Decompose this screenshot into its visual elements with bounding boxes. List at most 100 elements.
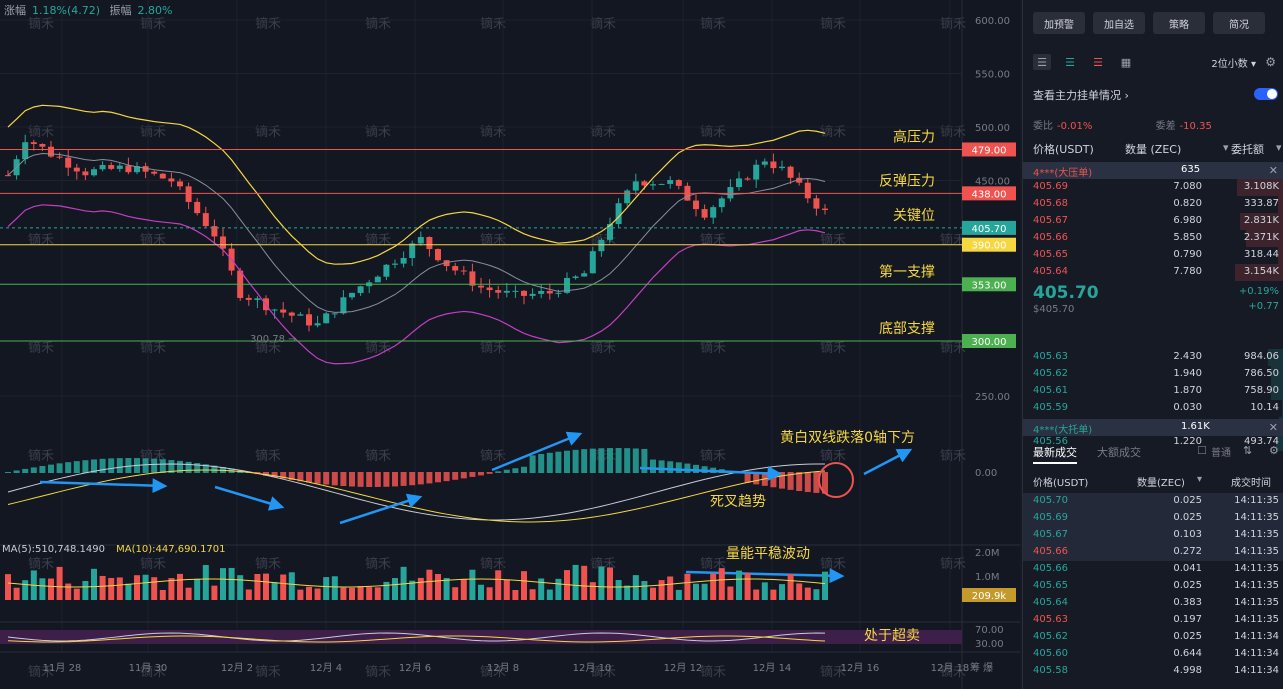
watermark-text: 镝禾 bbox=[255, 664, 281, 680]
price-tick-label: 0.00 bbox=[975, 468, 997, 479]
watermark-text: 镝禾 bbox=[820, 448, 846, 464]
gear-icon[interactable]: ⚙ bbox=[1265, 55, 1276, 69]
candle-body bbox=[615, 203, 622, 225]
bid-row[interactable]: 405.61 1.870 758.90 bbox=[1023, 383, 1283, 400]
trade-row[interactable]: 405.60 0.644 14:11:34 bbox=[1023, 646, 1283, 663]
watermark-text: 镝禾 bbox=[700, 124, 726, 140]
volume-tag-bg bbox=[962, 588, 1016, 602]
ma10-label: MA(10):447,690.1701 bbox=[116, 544, 226, 555]
orderbook-bids-icon[interactable]: ☰ bbox=[1065, 55, 1075, 69]
trade-qty: 0.025 bbox=[1173, 580, 1202, 591]
macd-bar bbox=[650, 459, 656, 473]
macd-bar bbox=[581, 449, 588, 473]
filter-icon[interactable]: ⇅ bbox=[1243, 444, 1253, 457]
candle-body bbox=[151, 171, 158, 174]
ask-row[interactable]: 405.66 5.850 2.371K bbox=[1023, 230, 1283, 247]
macd-bar bbox=[796, 472, 803, 492]
watermark-text: 镝禾 bbox=[700, 16, 726, 32]
candle-body bbox=[202, 213, 209, 227]
chart-area[interactable]: 镝禾 镝禾 镝禾 镝禾 镝禾 镝禾 镝禾 镝禾 镝禾 镝禾 镝禾 镝禾 镝禾 镝禾 镝禾 镝禾 镝禾 镝禾 镝禾 镝禾… bbox=[0, 0, 1020, 689]
macd-bar bbox=[331, 472, 338, 486]
macd-bar bbox=[306, 472, 312, 483]
trade-price: 405.70 bbox=[1033, 495, 1068, 506]
macd-bar bbox=[108, 458, 115, 473]
bid-big-label: 4***(大托单) bbox=[1033, 425, 1093, 436]
trade-row[interactable]: 405.69 0.025 14:11:35 bbox=[1023, 510, 1283, 527]
depth-toggle[interactable] bbox=[1254, 88, 1278, 100]
trade-row[interactable]: 405.65 0.025 14:11:35 bbox=[1023, 578, 1283, 595]
trade-row[interactable]: 405.70 0.025 14:11:35 bbox=[1023, 493, 1283, 510]
ask-row[interactable]: 405.67 6.980 2.831K bbox=[1023, 213, 1283, 230]
tab-latest-trades[interactable]: 最新成交 bbox=[1033, 444, 1077, 464]
candle-body bbox=[357, 286, 364, 293]
ask-row[interactable]: 405.68 0.820 333.87 bbox=[1023, 196, 1283, 213]
close-icon[interactable]: ✕ bbox=[1268, 164, 1278, 177]
trade-row[interactable]: 405.58 4.998 14:11:34 bbox=[1023, 663, 1283, 680]
ob-head-total[interactable]: 委托额 bbox=[1231, 143, 1264, 156]
ask-row[interactable]: 405.64 7.780 3.154K bbox=[1023, 264, 1283, 281]
level-annotation: 底部支撑 bbox=[879, 321, 935, 337]
watermark-text: 镝禾 bbox=[255, 16, 281, 32]
bid-row[interactable]: 405.56 1.220 493.74 bbox=[1023, 434, 1283, 451]
checkbox-icon[interactable]: ☐ bbox=[1197, 444, 1207, 457]
ask-row[interactable]: 405.65 0.790 318.44 bbox=[1023, 247, 1283, 264]
trade-row[interactable]: 405.66 0.272 14:11:35 bbox=[1023, 544, 1283, 561]
candle-body bbox=[254, 298, 261, 300]
bid-row[interactable]: 405.63 2.430 984.06 bbox=[1023, 349, 1283, 366]
macd-bar bbox=[91, 459, 97, 473]
volume-bar bbox=[684, 573, 691, 600]
volume-bar bbox=[357, 586, 364, 600]
candle-body bbox=[331, 313, 338, 315]
candle-body bbox=[409, 243, 416, 258]
volume-bar bbox=[194, 578, 201, 600]
candle-body bbox=[73, 167, 80, 172]
trade-row[interactable]: 405.66 0.041 14:11:35 bbox=[1023, 561, 1283, 578]
orderbook-asks-icon[interactable]: ☰ bbox=[1093, 55, 1103, 69]
gear-icon[interactable]: ⚙ bbox=[1269, 444, 1279, 457]
trade-row[interactable]: 405.64 0.383 14:11:35 bbox=[1023, 595, 1283, 612]
close-icon[interactable]: ✕ bbox=[1268, 421, 1278, 434]
trade-row[interactable]: 405.67 0.103 14:11:35 bbox=[1023, 527, 1283, 544]
trend-arrow bbox=[685, 568, 845, 584]
candle-body bbox=[667, 180, 674, 184]
volume-bar bbox=[254, 573, 261, 600]
volume-bar bbox=[779, 584, 785, 600]
candle-body bbox=[460, 270, 467, 272]
tr-head-qty[interactable]: 数量(ZEC) bbox=[1137, 478, 1185, 489]
watermark-text: 镝禾 bbox=[480, 448, 506, 464]
watermark-text: 镝禾 bbox=[28, 16, 54, 32]
volume-bar bbox=[220, 568, 226, 600]
watermark-text: 镝禾 bbox=[820, 232, 846, 248]
ob-head-qty[interactable]: 数量 (ZEC) bbox=[1125, 143, 1182, 156]
ask-big-order[interactable]: 4***(大压单) 635 ✕ bbox=[1023, 162, 1283, 179]
volume-bar bbox=[263, 573, 269, 600]
volume-bar bbox=[271, 582, 278, 600]
ask-price: 405.67 bbox=[1033, 215, 1068, 226]
bid-big-order[interactable]: 4***(大托单) 1.61K ✕ bbox=[1023, 419, 1283, 436]
trade-qty: 0.025 bbox=[1173, 512, 1202, 523]
volume-tick-label: 1.0M bbox=[975, 572, 1000, 583]
orderbook-grid-icon[interactable]: ▦ bbox=[1120, 55, 1132, 69]
strategy-button[interactable]: 策略 bbox=[1153, 12, 1205, 34]
macd-bar bbox=[684, 463, 691, 473]
watermark-text: 镝禾 bbox=[700, 340, 726, 356]
tab-large-trades[interactable]: 大额成交 bbox=[1097, 446, 1141, 459]
ask-row[interactable]: 405.69 7.080 3.108K bbox=[1023, 179, 1283, 196]
bid-row[interactable]: 405.59 0.030 10.14 bbox=[1023, 400, 1283, 417]
overview-button[interactable]: 简况 bbox=[1213, 12, 1265, 34]
orderbook-both-icon[interactable]: ☰ bbox=[1033, 54, 1051, 70]
add-watchlist-button[interactable]: 加自选 bbox=[1093, 12, 1145, 34]
add-alert-button[interactable]: 加预警 bbox=[1033, 12, 1085, 34]
trend-arrow bbox=[491, 431, 583, 472]
candle-body bbox=[546, 290, 553, 294]
candle-body bbox=[693, 200, 699, 210]
trade-row[interactable]: 405.62 0.025 14:11:34 bbox=[1023, 629, 1283, 646]
trade-row[interactable]: 405.63 0.197 14:11:35 bbox=[1023, 612, 1283, 629]
macd-bar bbox=[675, 462, 682, 473]
candle-body bbox=[804, 182, 811, 199]
decimals-select[interactable]: 2位小数 ▾ bbox=[1211, 58, 1256, 70]
candle-body bbox=[813, 198, 820, 209]
volume-annotation: 量能平稳波动 bbox=[726, 546, 810, 562]
bid-row[interactable]: 405.62 1.940 786.50 bbox=[1023, 366, 1283, 383]
